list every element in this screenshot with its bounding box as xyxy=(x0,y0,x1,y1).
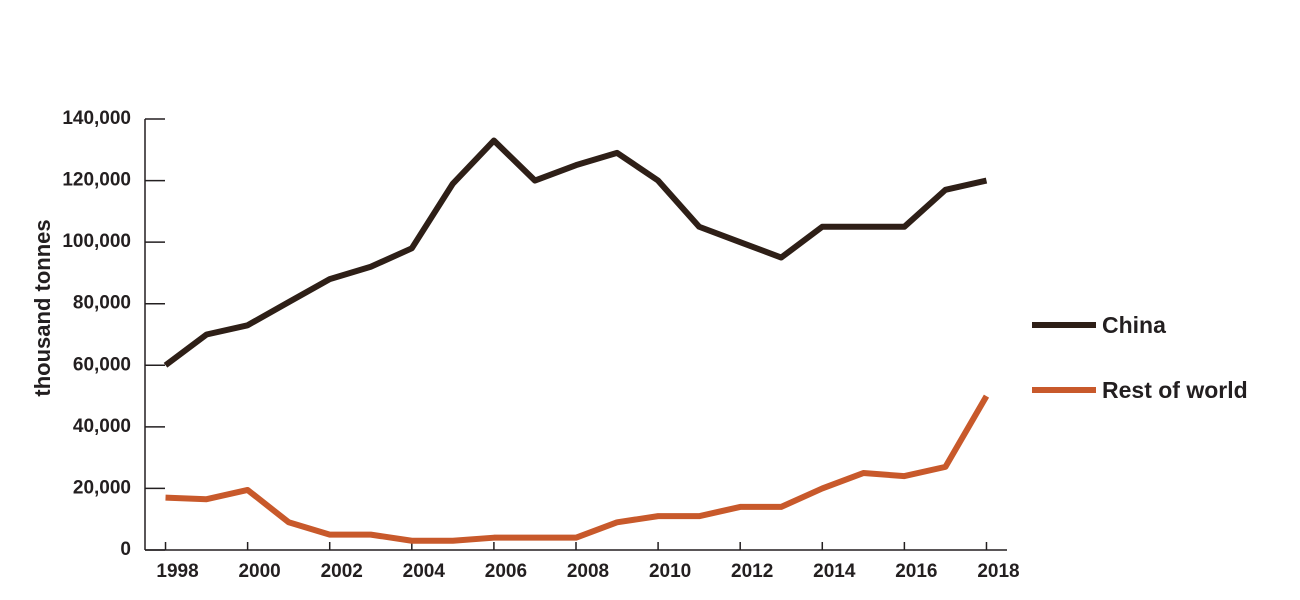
y-axis-label: thousand tonnes xyxy=(30,219,55,396)
y-tick-label: 140,000 xyxy=(62,108,131,129)
y-tick-label: 20,000 xyxy=(73,477,131,498)
x-tick-label: 2004 xyxy=(403,561,446,582)
x-tick-label: 2008 xyxy=(567,561,609,582)
legend-label: Rest of world xyxy=(1102,377,1248,403)
series-line xyxy=(163,137,988,368)
y-tick-label: 80,000 xyxy=(73,293,131,314)
x-tick-label: 2006 xyxy=(485,561,527,582)
x-tick-label: 2014 xyxy=(813,561,856,582)
x-tick-label: 2000 xyxy=(238,561,280,582)
y-tick-label: 120,000 xyxy=(62,170,131,191)
y-tick-label: 0 xyxy=(120,539,131,560)
y-tick-label: 60,000 xyxy=(73,354,131,375)
series-line xyxy=(165,394,990,544)
x-tick-label: 1998 xyxy=(156,561,198,582)
y-tick-label: 40,000 xyxy=(73,416,131,437)
x-tick-label: 2012 xyxy=(731,561,773,582)
x-tick-label: 2016 xyxy=(895,561,937,582)
y-tick-label: 100,000 xyxy=(62,231,131,252)
x-tick-label: 2010 xyxy=(649,561,691,582)
legend-label: China xyxy=(1102,312,1166,338)
x-tick-label: 2018 xyxy=(977,561,1019,582)
x-tick-label: 2002 xyxy=(321,561,363,582)
